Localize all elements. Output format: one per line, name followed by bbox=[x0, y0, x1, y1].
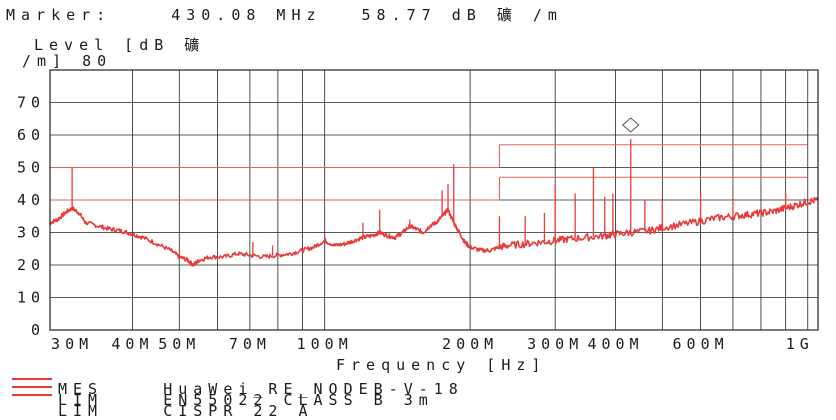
legend-swatch-lim-a bbox=[12, 394, 52, 396]
y-tick-label: 40 bbox=[17, 191, 45, 209]
x-tick-label: 50M bbox=[158, 335, 200, 353]
x-tick-label: 600M bbox=[673, 335, 729, 353]
x-tick-label: 30M bbox=[51, 335, 93, 353]
measurement-trace bbox=[49, 138, 819, 267]
marker-unit-glyph: 礦 bbox=[496, 6, 518, 24]
x-tick-label: 300M bbox=[527, 335, 583, 353]
y-tick-label: 60 bbox=[17, 126, 45, 144]
legend-name: CISPR 22 A bbox=[163, 402, 314, 420]
y-tick-label: 0 bbox=[31, 321, 45, 339]
trace-line bbox=[49, 196, 819, 267]
x-tick-label: 40M bbox=[111, 335, 153, 353]
marker-level: 58.77 dB bbox=[361, 6, 482, 24]
legend-name: EN55022 CLASS B 3m bbox=[163, 391, 434, 409]
y-tick-label: 20 bbox=[17, 256, 45, 274]
y-tick-label: 50 bbox=[17, 159, 45, 177]
legend-name: HuaWei_RE_NODEB-V-18 bbox=[163, 380, 464, 398]
marker-diamond bbox=[621, 117, 640, 133]
y-axis-label: Level [dB 礦 bbox=[34, 36, 206, 54]
legend-entry-mes: MES HuaWei_RE_NODEB-V-18 bbox=[58, 382, 464, 397]
plot-frame bbox=[49, 69, 819, 331]
marker-frequency: 430.08 MHz bbox=[171, 6, 322, 24]
marker-readout: Marker: 430.08 MHz 58.77 dB 礦 /m bbox=[6, 4, 563, 25]
x-axis-label: Frequency [Hz] bbox=[336, 356, 547, 374]
y-tick-label: 10 bbox=[17, 289, 45, 307]
y-tick-label: 70 bbox=[17, 94, 45, 112]
x-tick-labels: 30M 40M 50M 70M 100M 200M 300M 400M 600M 1G bbox=[51, 335, 814, 353]
legend-entry-lim-a: LIM CISPR 22 A bbox=[58, 404, 314, 419]
legend-kind: LIM bbox=[58, 402, 104, 420]
x-tick-label: 70M bbox=[229, 335, 271, 353]
x-tick-label: 400M bbox=[587, 335, 643, 353]
y-tick-labels: 0 10 20 30 40 50 60 70 bbox=[17, 94, 45, 340]
y-axis-label-continued: /m] 80 bbox=[22, 52, 113, 70]
legend-kind: LIM bbox=[58, 391, 104, 409]
marker-label: Marker: bbox=[6, 6, 112, 24]
legend-swatch-lim-b bbox=[12, 386, 52, 388]
x-tick-label: 100M bbox=[297, 335, 353, 353]
x-tick-label: 200M bbox=[442, 335, 498, 353]
x-tick-label: 1G bbox=[786, 335, 814, 353]
legend-kind: MES bbox=[58, 380, 104, 398]
marker-symbol bbox=[621, 117, 640, 133]
legend-swatch-mes bbox=[12, 378, 52, 380]
limit-lines bbox=[50, 144, 808, 201]
y-tick-label: 30 bbox=[17, 224, 45, 242]
legend-entry-lim-b: LIM EN55022 CLASS B 3m bbox=[58, 393, 434, 408]
marker-unit-tail: /m bbox=[532, 6, 563, 24]
